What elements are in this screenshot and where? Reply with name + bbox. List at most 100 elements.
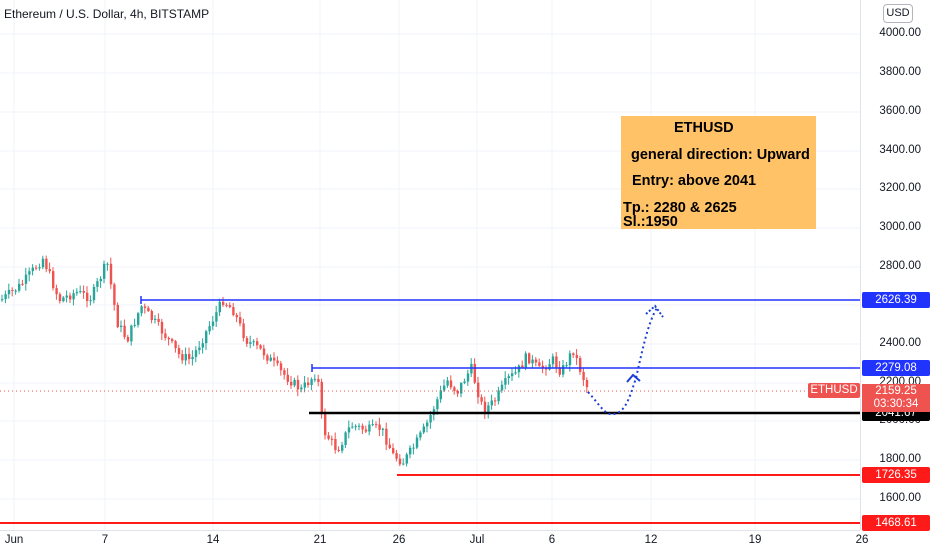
current-price-label: 2159.25 03:30:34	[862, 384, 930, 412]
candle	[361, 423, 364, 435]
candle	[385, 422, 388, 451]
candle	[293, 377, 296, 388]
symbol-price-tag: ETHUSD	[808, 383, 860, 398]
candle	[245, 336, 249, 347]
candle	[477, 376, 480, 404]
candle	[558, 361, 561, 377]
chart-canvas[interactable]: Ethereum / U.S. Dollar, 4h, BITSTAMP ETH…	[0, 0, 860, 530]
candle	[150, 309, 153, 324]
candle	[133, 318, 136, 328]
candle	[225, 302, 228, 308]
candle	[449, 375, 453, 390]
candle	[198, 341, 201, 355]
candle	[273, 352, 276, 367]
candle	[249, 335, 252, 349]
candle	[38, 263, 41, 271]
candle	[215, 305, 218, 327]
candle	[545, 365, 548, 376]
candle	[579, 355, 582, 375]
level-price-label: 1468.61	[862, 515, 930, 531]
candle	[375, 421, 378, 429]
candle	[256, 337, 259, 350]
candle	[143, 303, 147, 314]
candle	[439, 385, 442, 403]
currency-button[interactable]: USD	[883, 4, 913, 23]
candle	[398, 454, 402, 467]
time-axis[interactable]: Jun 7 14 21 26 Jul 6 12 19 26	[0, 530, 868, 551]
time-tick: Jul	[469, 534, 485, 546]
candle	[313, 374, 317, 383]
candle	[456, 389, 459, 397]
candle	[154, 315, 157, 324]
candle	[21, 279, 24, 286]
projection-arrow-head	[645, 304, 664, 318]
candle	[364, 425, 368, 434]
candle	[130, 324, 133, 346]
time-tick: 26	[392, 534, 406, 546]
candle	[548, 359, 551, 371]
candle	[211, 315, 215, 331]
candle	[521, 360, 524, 369]
price-axis[interactable]: 4000.00 3800.00 3600.00 3400.00 3200.00 3000.…	[860, 0, 932, 531]
level-lines[interactable]	[0, 296, 860, 524]
candle	[103, 260, 106, 284]
info-direction: general direction: Upward	[631, 147, 810, 163]
price-chart[interactable]	[0, 0, 860, 530]
candle	[534, 357, 538, 367]
candle	[201, 338, 204, 354]
candle	[242, 318, 245, 342]
candle	[62, 295, 65, 303]
candle	[174, 339, 177, 353]
candle	[381, 427, 385, 436]
candle	[460, 381, 463, 398]
candle	[286, 368, 289, 386]
candle	[480, 394, 483, 406]
candle	[402, 458, 405, 466]
candle	[392, 443, 395, 455]
candle	[208, 321, 211, 335]
candle	[45, 255, 48, 273]
trade-info-box[interactable]: ETHUSD general direction: Upward Entry: …	[621, 116, 816, 230]
price-tick: 3200.00	[879, 182, 921, 194]
candle	[453, 385, 456, 395]
time-tick: 26	[855, 534, 869, 546]
candle	[4, 290, 7, 304]
candle	[140, 304, 143, 317]
candle	[351, 422, 354, 429]
candle	[18, 278, 21, 293]
candle	[504, 371, 507, 390]
candle	[463, 378, 466, 385]
price-tick: 3800.00	[879, 66, 921, 78]
price-tick: 1600.00	[879, 492, 921, 504]
candle	[310, 377, 313, 391]
candle	[497, 386, 500, 405]
candle	[35, 264, 38, 271]
candle	[28, 267, 31, 282]
candle	[96, 277, 99, 293]
price-tick: 1800.00	[879, 453, 921, 465]
price-tick: 3400.00	[879, 144, 921, 156]
candle	[378, 417, 381, 437]
candle	[113, 282, 116, 311]
candle	[75, 288, 79, 296]
candle	[235, 312, 238, 323]
projection-path[interactable]	[587, 307, 658, 416]
candle	[99, 276, 102, 288]
candle	[528, 352, 531, 365]
chart-title[interactable]: Ethereum / U.S. Dollar, 4h, BITSTAMP	[4, 7, 210, 21]
candle	[123, 319, 126, 340]
candle	[181, 349, 184, 364]
candle	[337, 446, 340, 453]
candle	[157, 313, 160, 326]
candle	[194, 346, 198, 363]
candle	[160, 318, 164, 341]
candle	[572, 352, 575, 358]
candle	[276, 356, 279, 366]
candle	[266, 353, 269, 365]
candle	[171, 337, 174, 344]
candle	[188, 347, 191, 365]
candle	[86, 286, 89, 308]
candle	[575, 349, 578, 365]
price-tick: 3000.00	[879, 221, 921, 233]
candle	[487, 402, 490, 419]
